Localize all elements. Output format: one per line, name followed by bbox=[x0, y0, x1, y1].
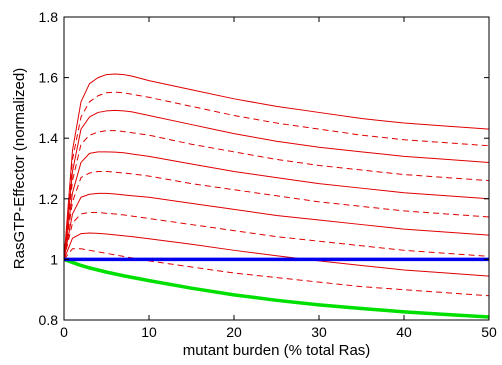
x-tick-label: 30 bbox=[311, 324, 327, 340]
series-line-1 bbox=[63, 73, 490, 260]
x-axis-label: mutant burden (% total Ras) bbox=[183, 342, 371, 359]
tick-layer: 0 10 20 30 40 50 0.8 1 1.2 1.4 1.6 1.8 bbox=[39, 9, 497, 340]
series-line-3 bbox=[63, 109, 490, 260]
x-tick-label: 20 bbox=[226, 324, 242, 340]
y-tick-label: 0.8 bbox=[39, 312, 59, 328]
series-line-9 bbox=[63, 232, 490, 277]
y-tick-label: 1 bbox=[50, 251, 58, 267]
x-tick-label: 10 bbox=[141, 324, 157, 340]
series-line-6 bbox=[63, 171, 490, 260]
series-line-4 bbox=[63, 130, 490, 260]
y-tick-label: 1.4 bbox=[39, 130, 59, 146]
plot-frame bbox=[63, 16, 490, 321]
series-line-7 bbox=[63, 192, 490, 260]
x-tick-label: 40 bbox=[396, 324, 412, 340]
x-tick-label: 0 bbox=[60, 324, 68, 340]
series-line-12 bbox=[63, 257, 490, 319]
series-line-2 bbox=[63, 91, 490, 260]
series-layer bbox=[63, 73, 490, 319]
y-tick-label: 1.2 bbox=[39, 191, 59, 207]
x-tick-label: 50 bbox=[481, 324, 497, 340]
y-tick-label: 1.6 bbox=[39, 70, 59, 86]
y-tick-label: 1.8 bbox=[39, 9, 59, 25]
series-line-5 bbox=[63, 151, 490, 260]
y-axis-label: RasGTP-Effector (normalized) bbox=[11, 68, 28, 269]
